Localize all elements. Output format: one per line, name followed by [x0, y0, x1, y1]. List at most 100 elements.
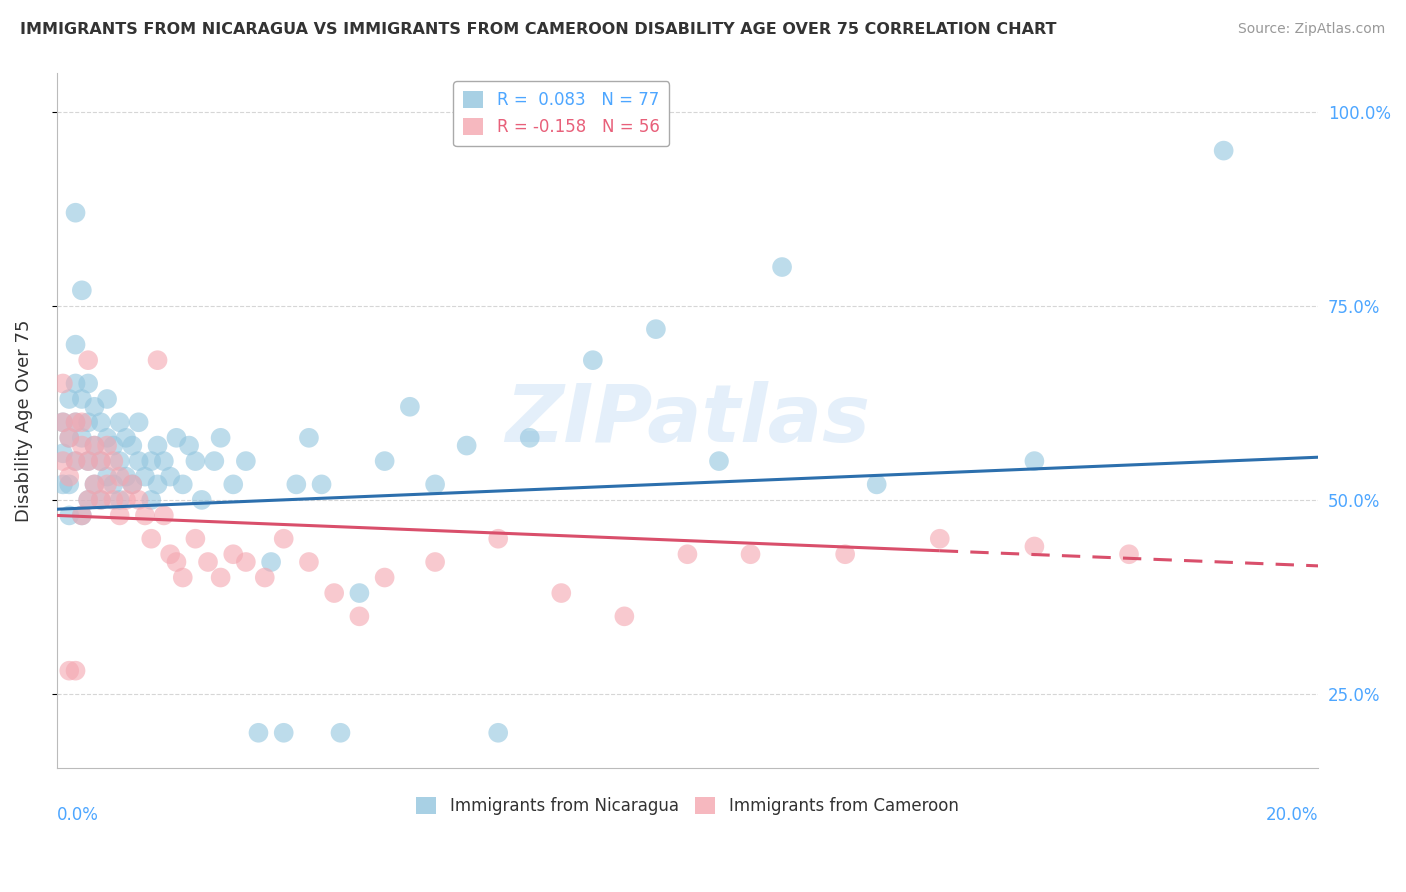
Point	[349, 609, 371, 624]
Point	[103, 454, 125, 468]
Point	[65, 415, 87, 429]
Point	[235, 555, 257, 569]
Point	[77, 492, 100, 507]
Point	[247, 725, 270, 739]
Point	[70, 431, 93, 445]
Point	[96, 431, 118, 445]
Point	[108, 454, 131, 468]
Point	[90, 415, 112, 429]
Legend: Immigrants from Nicaragua, Immigrants from Cameroon: Immigrants from Nicaragua, Immigrants fr…	[409, 790, 965, 822]
Point	[128, 454, 150, 468]
Point	[166, 431, 188, 445]
Point	[190, 492, 212, 507]
Point	[134, 469, 156, 483]
Point	[65, 454, 87, 468]
Point	[103, 492, 125, 507]
Point	[374, 454, 396, 468]
Point	[423, 555, 446, 569]
Point	[52, 446, 75, 460]
Point	[108, 415, 131, 429]
Point	[58, 431, 80, 445]
Point	[128, 415, 150, 429]
Point	[52, 477, 75, 491]
Point	[58, 431, 80, 445]
Point	[676, 547, 699, 561]
Y-axis label: Disability Age Over 75: Disability Age Over 75	[15, 319, 32, 522]
Point	[141, 454, 163, 468]
Text: 0.0%: 0.0%	[56, 805, 98, 824]
Point	[202, 454, 225, 468]
Point	[83, 439, 105, 453]
Point	[115, 492, 138, 507]
Point	[108, 492, 131, 507]
Point	[550, 586, 572, 600]
Point	[866, 477, 889, 491]
Point	[58, 477, 80, 491]
Point	[146, 353, 169, 368]
Point	[90, 454, 112, 468]
Point	[52, 415, 75, 429]
Point	[90, 492, 112, 507]
Point	[141, 492, 163, 507]
Point	[115, 431, 138, 445]
Point	[58, 508, 80, 523]
Point	[65, 337, 87, 351]
Point	[740, 547, 762, 561]
Point	[115, 469, 138, 483]
Point	[456, 439, 478, 453]
Point	[134, 508, 156, 523]
Point	[96, 392, 118, 406]
Text: ZIPatlas: ZIPatlas	[505, 382, 870, 459]
Point	[58, 664, 80, 678]
Text: 20.0%: 20.0%	[1265, 805, 1319, 824]
Point	[121, 477, 143, 491]
Point	[834, 547, 856, 561]
Point	[222, 477, 245, 491]
Point	[121, 439, 143, 453]
Point	[285, 477, 308, 491]
Point	[172, 477, 194, 491]
Point	[146, 477, 169, 491]
Point	[77, 353, 100, 368]
Point	[52, 376, 75, 391]
Point	[70, 415, 93, 429]
Point	[96, 469, 118, 483]
Point	[184, 532, 207, 546]
Point	[1024, 454, 1046, 468]
Point	[83, 477, 105, 491]
Point	[159, 547, 181, 561]
Point	[273, 725, 295, 739]
Point	[52, 415, 75, 429]
Point	[70, 283, 93, 297]
Point	[83, 477, 105, 491]
Point	[90, 492, 112, 507]
Point	[184, 454, 207, 468]
Point	[58, 469, 80, 483]
Point	[423, 477, 446, 491]
Point	[108, 469, 131, 483]
Point	[77, 376, 100, 391]
Point	[70, 392, 93, 406]
Point	[298, 431, 321, 445]
Point	[83, 400, 105, 414]
Point	[311, 477, 333, 491]
Point	[52, 454, 75, 468]
Point	[159, 469, 181, 483]
Point	[349, 586, 371, 600]
Text: Source: ZipAtlas.com: Source: ZipAtlas.com	[1237, 22, 1385, 37]
Point	[65, 205, 87, 219]
Point	[83, 439, 105, 453]
Point	[399, 400, 422, 414]
Point	[260, 555, 283, 569]
Point	[77, 454, 100, 468]
Point	[209, 431, 232, 445]
Point	[108, 508, 131, 523]
Point	[153, 508, 176, 523]
Point	[329, 725, 352, 739]
Point	[582, 353, 605, 368]
Point	[486, 725, 509, 739]
Text: IMMIGRANTS FROM NICARAGUA VS IMMIGRANTS FROM CAMEROON DISABILITY AGE OVER 75 COR: IMMIGRANTS FROM NICARAGUA VS IMMIGRANTS …	[20, 22, 1056, 37]
Point	[141, 532, 163, 546]
Point	[645, 322, 668, 336]
Point	[323, 586, 346, 600]
